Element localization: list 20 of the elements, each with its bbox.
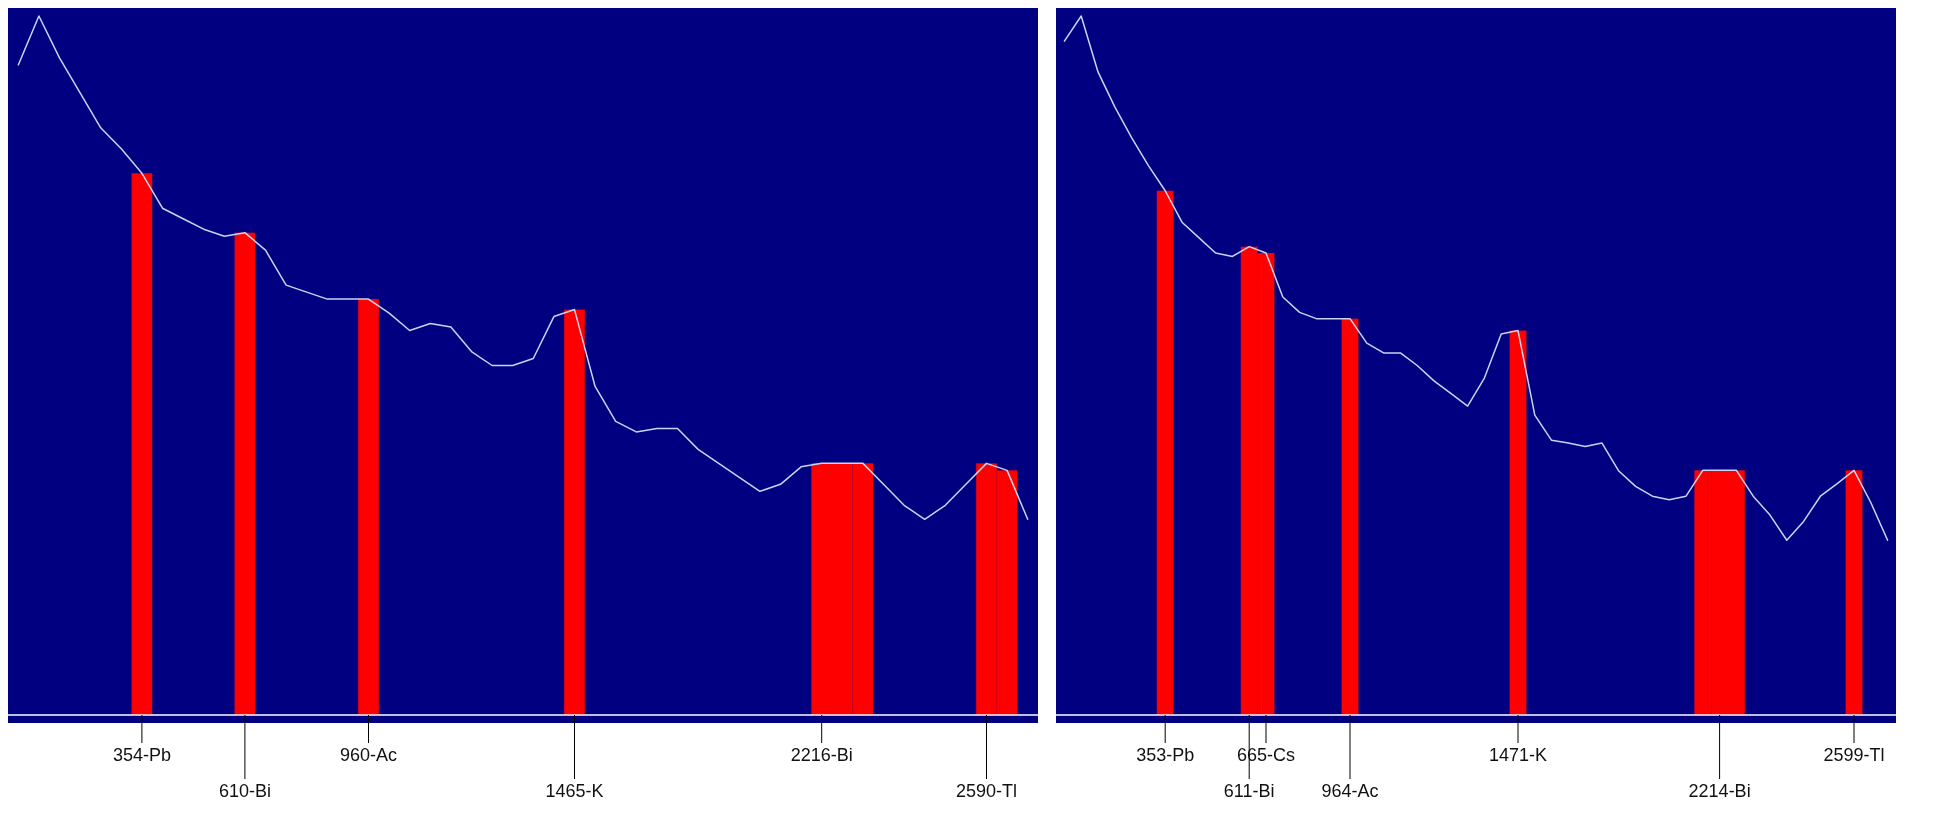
bar [564, 309, 585, 715]
x-tick-label: 610-Bi [218, 781, 271, 801]
x-tick-label: 2216-Bi [790, 745, 853, 765]
x-tick-label: 2214-Bi [1688, 781, 1751, 801]
x-tick-label: 354-Pb [112, 745, 171, 765]
x-tick-label: 960-Ac [339, 745, 398, 765]
bar [1509, 330, 1527, 715]
bar [1156, 190, 1174, 715]
x-tick-label: 2590-Tl [955, 781, 1018, 801]
x-tick-label: 2599-Tl [1823, 745, 1885, 765]
x-tick-label: 353-Pb [1136, 745, 1195, 765]
x-tick-label: 1465-K [545, 781, 604, 801]
bar [1341, 318, 1359, 715]
x-tick-label: 1471-K [1488, 745, 1548, 765]
x-tick-label: 964-Ac [1321, 781, 1379, 801]
bar [234, 232, 256, 715]
bar [1845, 470, 1863, 715]
bar [358, 299, 379, 715]
x-tick-label: 611-Bi [1223, 781, 1275, 801]
bar [131, 173, 153, 715]
